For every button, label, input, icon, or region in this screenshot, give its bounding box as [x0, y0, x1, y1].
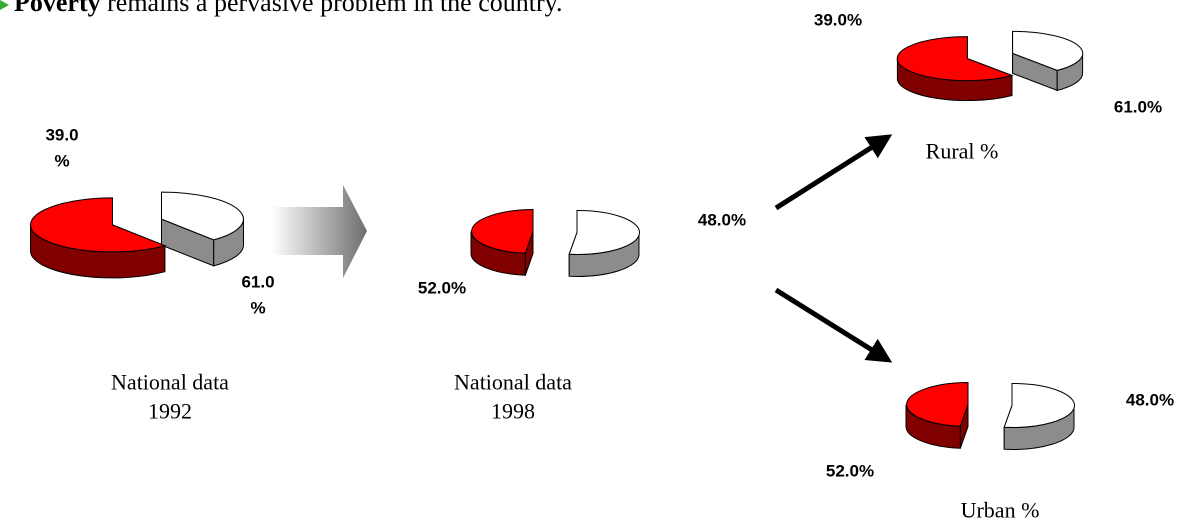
pie-slice	[568, 209, 640, 255]
chart-title: National data 1998	[454, 369, 572, 423]
heading: Poverty remains a pervasive problem in t…	[14, 0, 562, 18]
heading-bold: Poverty	[14, 0, 101, 17]
pie-slice	[471, 208, 534, 254]
chart-title: National data 1992	[111, 369, 229, 423]
pie-slice	[1003, 382, 1075, 428]
data-label: 48.0%	[1125, 390, 1175, 410]
arrow-urban	[774, 287, 893, 363]
data-label: 52.0%	[417, 278, 467, 298]
heading-text: remains a pervasive problem in the count…	[107, 0, 563, 17]
pie-slice	[896, 36, 1014, 82]
pie-slice	[161, 191, 244, 241]
data-label: 52.0%	[825, 461, 875, 481]
pie-slice	[906, 381, 969, 427]
data-label: 39.0%	[813, 10, 863, 30]
data-label: 61.0%	[1113, 97, 1163, 117]
pie-slice	[30, 197, 167, 253]
arrow-rural	[774, 134, 893, 211]
data-label: 61.0 %	[241, 272, 275, 318]
pie-slice	[1012, 30, 1084, 71]
chart-title: Rural %	[925, 138, 999, 164]
bullet	[0, 0, 9, 10]
chart-title: Urban %	[960, 497, 1040, 523]
progress-arrow	[272, 185, 367, 278]
data-label: 48.0%	[697, 210, 747, 230]
data-label: 39.0 %	[45, 125, 79, 171]
